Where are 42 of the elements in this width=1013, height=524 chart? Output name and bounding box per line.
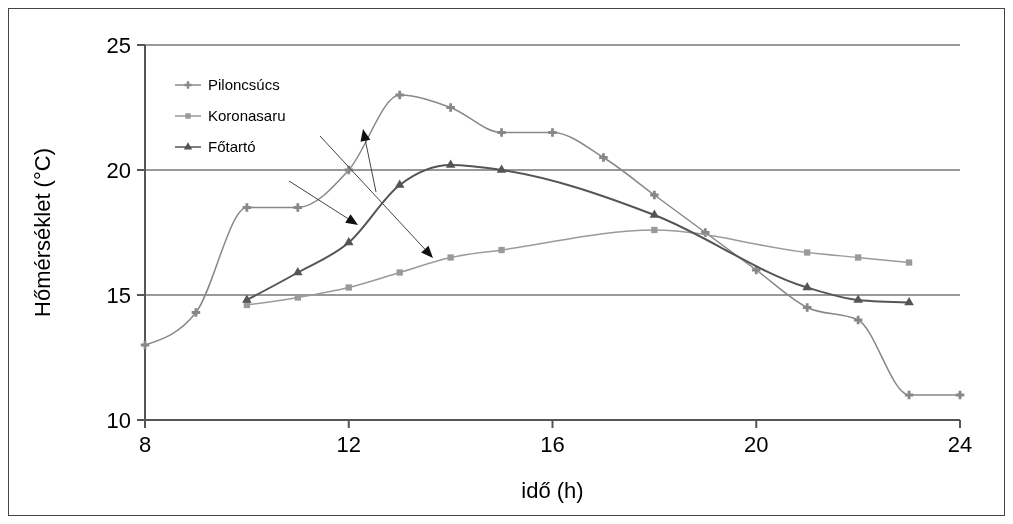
point	[446, 103, 455, 112]
point	[293, 203, 303, 212]
point	[447, 254, 454, 261]
x-tick-label: 12	[336, 432, 361, 457]
y-tick-label: 25	[106, 32, 131, 58]
x-tick-label: 8	[138, 432, 152, 457]
point	[649, 209, 660, 218]
legend-label: Főtartó	[208, 138, 256, 156]
point	[242, 203, 252, 212]
x-tick-label: 20	[744, 432, 769, 457]
point	[497, 128, 506, 137]
y-tick-label: 10	[106, 407, 131, 433]
legend-label: Koronasaru	[208, 107, 286, 125]
point	[396, 269, 403, 276]
point	[345, 284, 352, 291]
point	[650, 190, 659, 200]
point	[242, 294, 252, 303]
point	[445, 159, 456, 168]
point	[905, 259, 913, 266]
point	[343, 236, 354, 246]
point	[802, 281, 812, 291]
y-tick-label: 15	[106, 282, 131, 308]
point	[293, 266, 303, 276]
point	[548, 128, 557, 137]
point	[394, 179, 405, 188]
point	[802, 303, 812, 312]
point	[395, 90, 404, 100]
y-tick-label: 20	[106, 157, 131, 183]
x-tick-label: 24	[947, 432, 973, 457]
y-axis-title: Hőmérséklet (°C)	[30, 148, 55, 317]
x-tick-label: 16	[540, 432, 565, 457]
point	[904, 296, 914, 306]
x-axis-title: idő (h)	[521, 478, 584, 503]
point	[191, 308, 201, 317]
point	[498, 246, 505, 254]
point	[496, 164, 507, 173]
point	[853, 294, 863, 303]
point	[599, 153, 608, 162]
point	[854, 254, 862, 261]
point	[651, 226, 658, 234]
legend-label: Piloncsúcs	[208, 76, 280, 94]
point	[804, 249, 811, 256]
